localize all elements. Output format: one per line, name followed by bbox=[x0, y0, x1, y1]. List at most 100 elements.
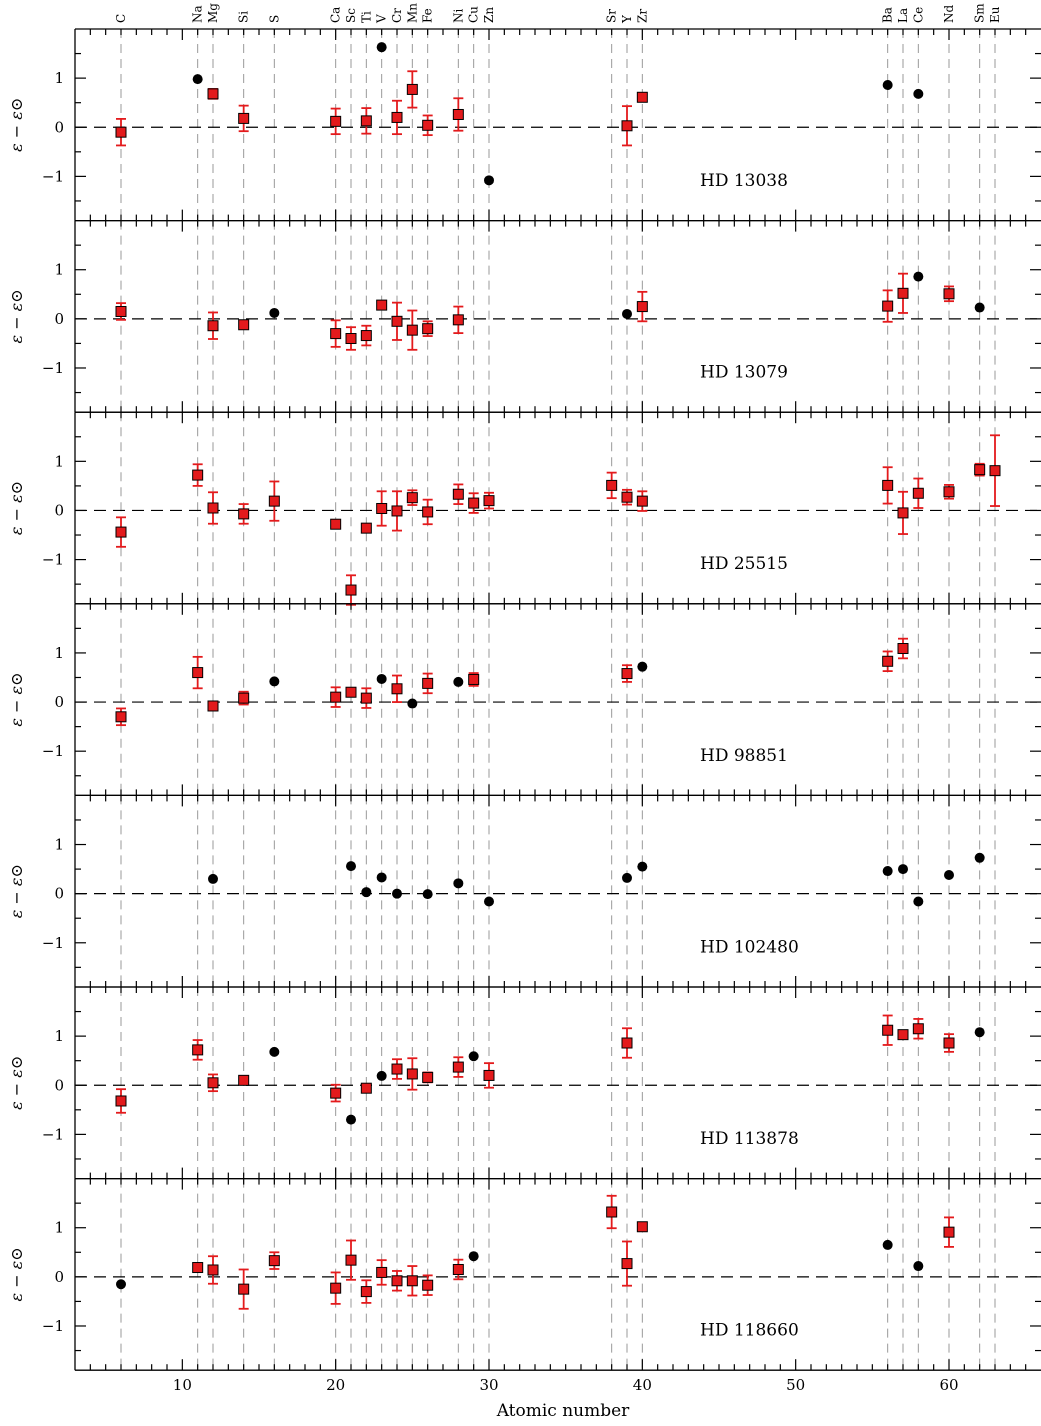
data-point-square bbox=[115, 711, 127, 723]
data-point-square bbox=[192, 1044, 204, 1056]
y-tick-label: −1 bbox=[42, 551, 64, 569]
y-tick-label: 1 bbox=[54, 836, 64, 854]
y-tick-label: 0 bbox=[54, 310, 64, 328]
y-axis-title: ε − ε⊙ bbox=[7, 98, 26, 152]
star-name-label: HD 118660 bbox=[700, 1321, 799, 1341]
panel-hd-118660: −1 0 1 ε − ε⊙ HD 118660 bbox=[7, 1177, 1041, 1371]
element-label-sr: Sr bbox=[605, 9, 619, 23]
x-ticks bbox=[89, 412, 1027, 604]
data-point-square bbox=[621, 1037, 633, 1049]
data-point-square bbox=[912, 487, 924, 499]
data-point-square bbox=[943, 486, 955, 498]
data-point-circle bbox=[422, 889, 433, 900]
data-point-square bbox=[330, 115, 342, 127]
data-point-square bbox=[406, 324, 418, 336]
data-point-square bbox=[882, 479, 894, 491]
data-point-circle bbox=[913, 88, 924, 99]
y-tick-label: 1 bbox=[54, 1219, 64, 1237]
element-label-mg: Mg bbox=[206, 3, 220, 23]
data-point-circle bbox=[192, 74, 203, 85]
element-label-y: Y bbox=[620, 14, 634, 24]
element-guide-lines bbox=[120, 220, 996, 413]
data-point-circle bbox=[116, 1279, 126, 1290]
data-point-square bbox=[360, 692, 372, 704]
x-tick-label: 60 bbox=[939, 1376, 958, 1394]
data-point-square bbox=[360, 522, 372, 534]
data-point-circle bbox=[882, 1239, 893, 1250]
data-points bbox=[116, 1194, 955, 1310]
data-point-square bbox=[192, 469, 204, 481]
element-label-zn: Zn bbox=[482, 7, 496, 23]
y-tick-label: −1 bbox=[42, 359, 64, 377]
star-name-label: HD 25515 bbox=[700, 554, 788, 574]
data-point-square bbox=[468, 673, 480, 685]
x-ticks bbox=[89, 795, 1027, 987]
data-point-circle bbox=[622, 308, 632, 319]
y-tick-label: −1 bbox=[42, 1125, 64, 1143]
data-point-square bbox=[897, 1029, 909, 1041]
data-point-square bbox=[345, 686, 357, 698]
data-point-square bbox=[943, 288, 955, 300]
star-name-label: HD 98851 bbox=[700, 746, 788, 766]
data-point-square bbox=[989, 465, 1001, 477]
data-point-square bbox=[268, 495, 280, 507]
data-point-square bbox=[360, 115, 372, 127]
data-point-square bbox=[897, 287, 909, 299]
data-point-square bbox=[406, 1275, 418, 1287]
data-point-square bbox=[207, 700, 219, 712]
data-point-square bbox=[238, 1283, 250, 1295]
x-tick-label: 20 bbox=[326, 1376, 345, 1394]
panel-hd-13079: −1 0 1 ε − ε⊙ HD 13079 bbox=[7, 219, 1041, 413]
data-point-circle bbox=[468, 1051, 479, 1062]
data-point-circle bbox=[637, 861, 648, 872]
star-name-label: HD 13079 bbox=[700, 363, 788, 383]
element-label-fe: Fe bbox=[421, 8, 435, 23]
data-point-square bbox=[207, 502, 219, 514]
data-point-square bbox=[238, 692, 250, 704]
data-point-square bbox=[912, 1023, 924, 1035]
data-point-square bbox=[330, 1282, 342, 1294]
element-label-mn: Mn bbox=[405, 3, 419, 23]
panel-hd-13038: −1 0 1 ε − ε⊙ HD 13038 bbox=[7, 28, 1041, 222]
data-point-square bbox=[360, 1286, 372, 1298]
data-point-square bbox=[483, 1069, 495, 1081]
data-point-square bbox=[636, 91, 648, 103]
element-label-s: S bbox=[267, 15, 281, 23]
y-tick-label: 0 bbox=[54, 885, 64, 903]
y-tick-label: 1 bbox=[54, 452, 64, 470]
y-axis-title: ε − ε⊙ bbox=[7, 864, 26, 918]
data-point-square bbox=[406, 1068, 418, 1080]
y-tick-label: −1 bbox=[42, 742, 64, 760]
data-point-circle bbox=[208, 873, 218, 884]
x-ticks bbox=[89, 1178, 1027, 1371]
data-point-square bbox=[207, 1264, 219, 1276]
data-point-square bbox=[360, 330, 372, 342]
data-point-square bbox=[452, 1061, 464, 1073]
y-tick-label: −1 bbox=[42, 934, 64, 952]
y-tick-label: 1 bbox=[54, 261, 64, 279]
element-label-c: C bbox=[114, 14, 128, 23]
data-points bbox=[115, 637, 909, 727]
star-name-label: HD 102480 bbox=[700, 937, 799, 957]
data-point-square bbox=[115, 526, 127, 538]
x-tick-label: 30 bbox=[479, 1376, 498, 1394]
data-point-square bbox=[406, 492, 418, 504]
data-point-square bbox=[406, 83, 418, 95]
data-point-square bbox=[422, 506, 434, 518]
data-point-square bbox=[115, 126, 127, 138]
data-point-circle bbox=[882, 80, 893, 91]
data-point-square bbox=[882, 655, 894, 667]
data-points bbox=[115, 434, 1001, 606]
data-point-square bbox=[192, 1262, 204, 1274]
data-point-square bbox=[238, 112, 250, 124]
data-point-circle bbox=[913, 271, 924, 282]
y-tick-label: 1 bbox=[54, 69, 64, 87]
data-point-square bbox=[943, 1226, 955, 1238]
data-point-square bbox=[606, 1206, 618, 1218]
data-point-circle bbox=[376, 42, 387, 53]
element-symbol-labels: C Na Mg Si S Ca Sc Ti V Cr Mn Fe Ni Cu Zn Sr Y Zr Ba La Ce Nd… bbox=[114, 3, 1002, 24]
y-tick-label: 0 bbox=[54, 1076, 64, 1094]
data-point-circle bbox=[269, 307, 280, 318]
data-point-square bbox=[452, 1263, 464, 1275]
element-label-la: La bbox=[896, 8, 910, 23]
